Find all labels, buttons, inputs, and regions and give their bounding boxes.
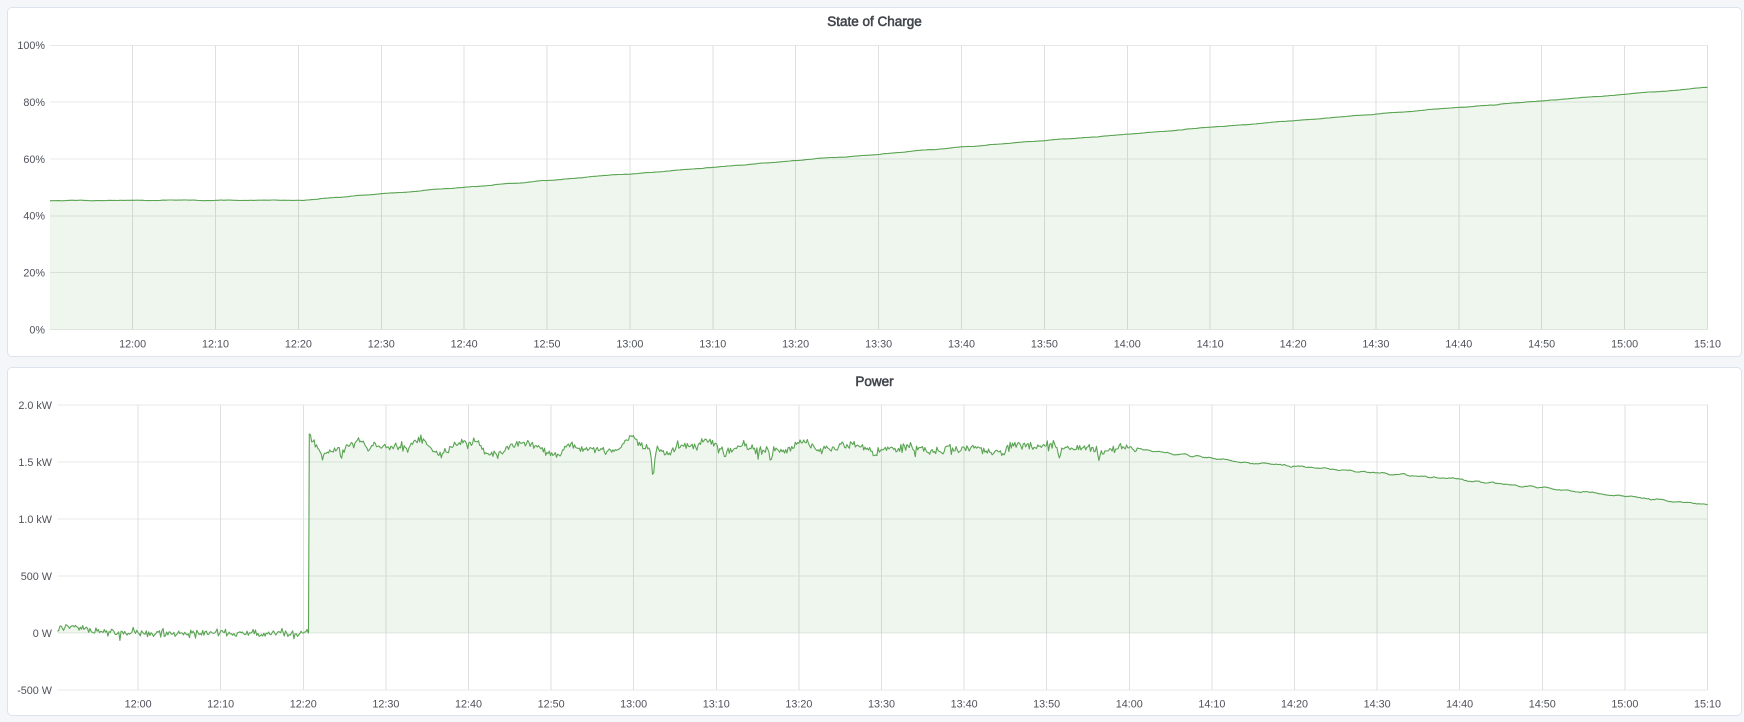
svg-text:13:00: 13:00	[620, 699, 647, 711]
svg-text:13:20: 13:20	[782, 339, 809, 351]
svg-text:40%: 40%	[23, 211, 45, 223]
svg-text:13:40: 13:40	[951, 699, 978, 711]
svg-text:13:50: 13:50	[1031, 339, 1058, 351]
svg-text:13:10: 13:10	[703, 699, 730, 711]
svg-text:1.0 kW: 1.0 kW	[18, 514, 52, 526]
svg-text:80%: 80%	[23, 97, 45, 109]
svg-text:State of Charge: State of Charge	[827, 14, 922, 29]
svg-text:14:20: 14:20	[1281, 699, 1308, 711]
svg-text:13:10: 13:10	[699, 339, 726, 351]
svg-text:13:30: 13:30	[865, 339, 892, 351]
svg-text:14:30: 14:30	[1362, 339, 1389, 351]
svg-text:12:10: 12:10	[207, 699, 234, 711]
svg-text:13:50: 13:50	[1033, 699, 1060, 711]
svg-text:Power: Power	[855, 374, 894, 389]
svg-text:14:40: 14:40	[1445, 339, 1472, 351]
svg-text:12:30: 12:30	[372, 699, 399, 711]
svg-text:15:00: 15:00	[1611, 339, 1638, 351]
svg-text:14:10: 14:10	[1198, 699, 1225, 711]
svg-text:15:00: 15:00	[1611, 699, 1638, 711]
svg-text:14:50: 14:50	[1528, 339, 1555, 351]
svg-text:15:10: 15:10	[1694, 699, 1721, 711]
svg-text:1.5 kW: 1.5 kW	[18, 457, 52, 469]
svg-text:14:00: 14:00	[1116, 699, 1143, 711]
svg-text:12:00: 12:00	[119, 339, 146, 351]
svg-text:14:50: 14:50	[1529, 699, 1556, 711]
svg-text:13:30: 13:30	[868, 699, 895, 711]
svg-text:13:40: 13:40	[948, 339, 975, 351]
svg-text:13:00: 13:00	[616, 339, 643, 351]
svg-text:20%: 20%	[23, 268, 45, 280]
svg-text:14:40: 14:40	[1446, 699, 1473, 711]
svg-text:12:20: 12:20	[290, 699, 317, 711]
svg-text:0%: 0%	[29, 324, 45, 336]
svg-text:13:20: 13:20	[785, 699, 812, 711]
svg-text:-500 W: -500 W	[17, 685, 53, 697]
svg-text:15:10: 15:10	[1694, 339, 1721, 351]
svg-text:12:10: 12:10	[202, 339, 229, 351]
svg-text:500 W: 500 W	[21, 571, 53, 583]
svg-text:12:00: 12:00	[125, 699, 152, 711]
svg-text:12:50: 12:50	[538, 699, 565, 711]
svg-text:12:20: 12:20	[285, 339, 312, 351]
svg-text:14:20: 14:20	[1280, 339, 1307, 351]
svg-text:14:30: 14:30	[1364, 699, 1391, 711]
svg-text:0 W: 0 W	[33, 628, 53, 640]
svg-text:12:40: 12:40	[451, 339, 478, 351]
svg-text:100%: 100%	[17, 40, 45, 52]
svg-text:14:10: 14:10	[1197, 339, 1224, 351]
svg-text:14:00: 14:00	[1114, 339, 1141, 351]
svg-text:2.0 kW: 2.0 kW	[18, 400, 52, 412]
svg-text:12:40: 12:40	[455, 699, 482, 711]
svg-text:12:30: 12:30	[368, 339, 395, 351]
svg-text:60%: 60%	[23, 154, 45, 166]
svg-text:12:50: 12:50	[533, 339, 560, 351]
